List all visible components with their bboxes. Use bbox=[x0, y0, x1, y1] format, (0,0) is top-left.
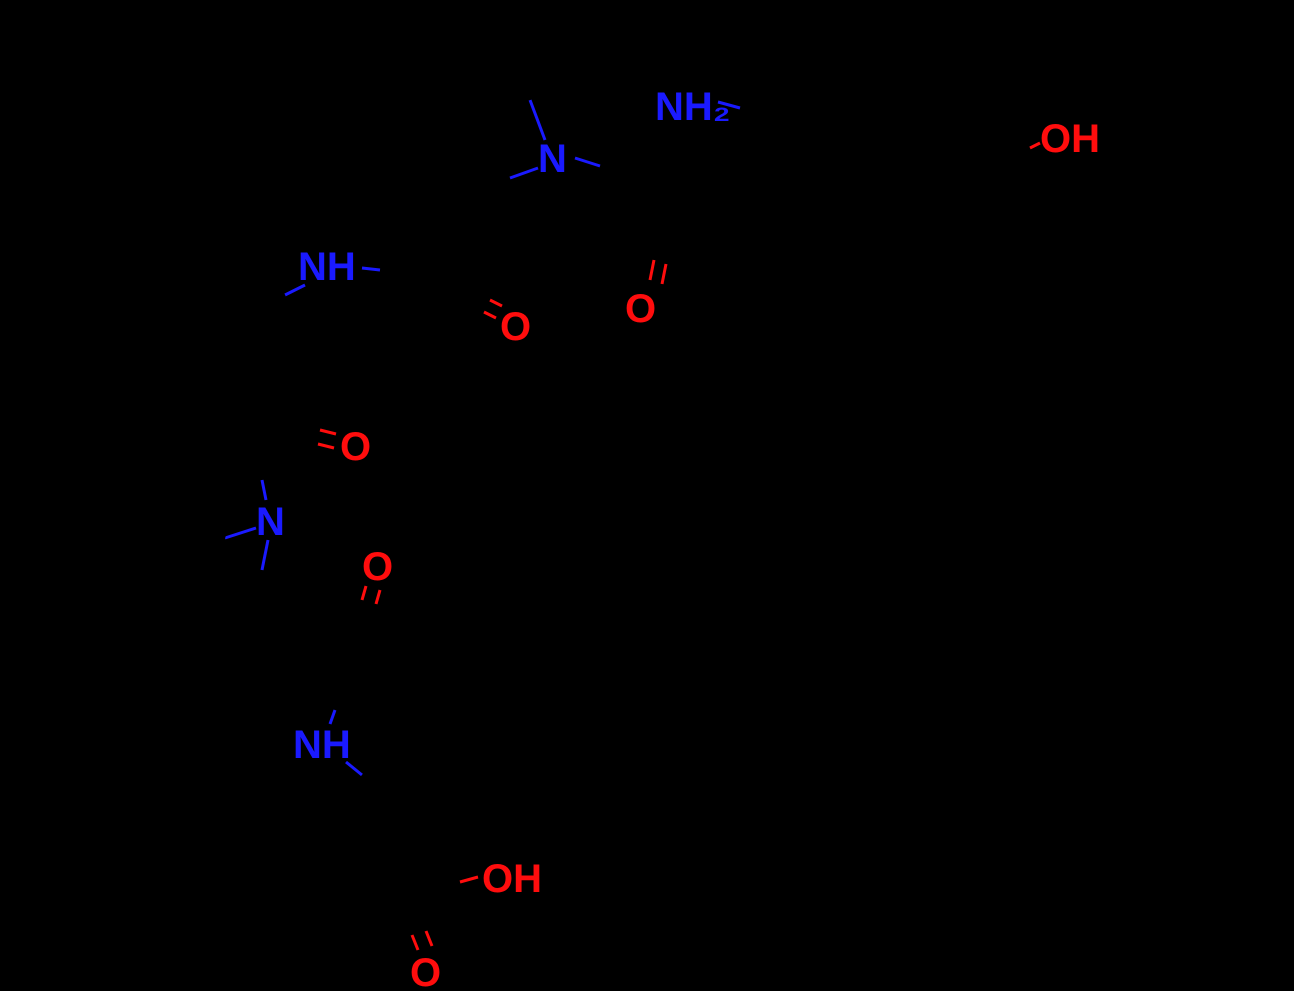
carbonyl-o-label: O bbox=[500, 305, 531, 349]
aryl-ring-top bbox=[888, 164, 1028, 286]
carbonyl-o-label: O bbox=[625, 287, 656, 331]
molecule-diagram: OH NH₂ O N O NH bbox=[0, 0, 1294, 991]
carbonyl-o-label: O bbox=[362, 545, 393, 589]
benzyl-ring bbox=[2, 108, 170, 292]
carbonyl-o-label: O bbox=[340, 425, 371, 469]
carbonyl-o-label: O bbox=[410, 951, 441, 991]
hydroxyl-label: OH bbox=[482, 857, 542, 901]
proline-ring-2 bbox=[88, 502, 268, 660]
proline-n-label: N bbox=[538, 137, 567, 181]
hydroxyl-label: OH bbox=[1040, 117, 1100, 161]
amide-nh-label: NH bbox=[293, 723, 351, 767]
amide-nh-label: NH bbox=[298, 245, 356, 289]
proline-ring-1 bbox=[370, 42, 545, 200]
proline-n-label: N bbox=[256, 500, 285, 544]
amine-label: NH₂ bbox=[655, 85, 731, 129]
